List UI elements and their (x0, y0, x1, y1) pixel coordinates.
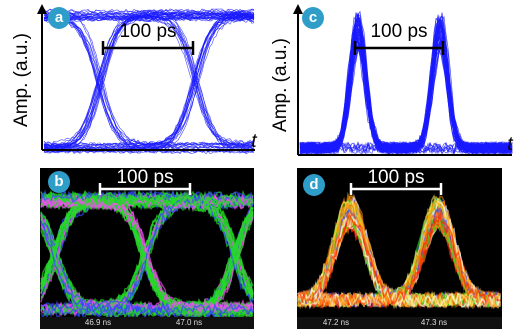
waveform-trace (300, 42, 512, 153)
waveform-trace (300, 25, 512, 153)
waveform-trace (300, 26, 512, 154)
scale-bar-label: 100 ps (370, 21, 427, 42)
waveform-trace (300, 47, 512, 154)
waveform-trace (300, 35, 512, 153)
waveform-trace (300, 27, 512, 154)
waveform-trace (300, 44, 512, 154)
panel-letter: b (54, 173, 63, 190)
scale-bar-label: 100 ps (116, 167, 173, 188)
time-strip (40, 317, 254, 329)
waveform-trace (300, 42, 512, 153)
y-axis-label: Amp. (a.u.) (270, 38, 291, 132)
waveform-trace (300, 33, 512, 154)
waveform-trace (300, 32, 512, 154)
waveform-trace (300, 24, 512, 154)
waveform-trace (300, 32, 512, 154)
waveform-trace (300, 25, 512, 153)
panel-letter: a (55, 9, 64, 26)
waveform-trace (300, 23, 512, 154)
time-label: 47.2 ns (323, 318, 349, 327)
waveform-trace (300, 47, 512, 154)
waveform-trace (300, 27, 512, 154)
waveform-trace (300, 32, 512, 154)
waveform-trace (300, 24, 512, 154)
waveform-trace (300, 40, 512, 154)
scale-bar (355, 41, 443, 55)
x-axis-label: t (251, 131, 257, 152)
time-label: 47.3 ns (421, 318, 447, 327)
waveform-trace (300, 41, 512, 154)
time-label: 46.9 ns (85, 318, 111, 327)
waveform-trace (300, 45, 512, 154)
y-axis-label: Amp. (a.u.) (11, 33, 32, 127)
x-axis-label: t (507, 134, 513, 155)
waveform-trace (300, 37, 512, 154)
panel-letter: c (309, 9, 317, 26)
scale-bar-label: 100 ps (367, 167, 424, 188)
waveform-trace (300, 25, 512, 154)
time-label: 47.0 ns (176, 318, 202, 327)
axis-arrow (293, 4, 303, 14)
waveform-trace (300, 43, 512, 154)
waveform-trace (300, 36, 512, 154)
waveform-trace (300, 41, 512, 154)
waveform-trace (300, 37, 512, 154)
waveform-trace (300, 23, 512, 154)
axis-arrow (37, 4, 47, 14)
waveform-trace (300, 23, 512, 153)
waveform-trace (300, 23, 512, 154)
scale-bar-label: 100 ps (119, 21, 176, 42)
waveform-trace (300, 38, 512, 154)
scale-bar (103, 41, 193, 55)
waveform-trace (300, 25, 512, 154)
waveform-trace (300, 37, 512, 154)
waveform-trace (300, 41, 512, 154)
figure: Amp. (a.u.) t Amp. (a.u.) t 100 ps 100 p… (0, 0, 514, 329)
panel-letter: d (309, 176, 318, 193)
waveform-trace (300, 42, 512, 154)
